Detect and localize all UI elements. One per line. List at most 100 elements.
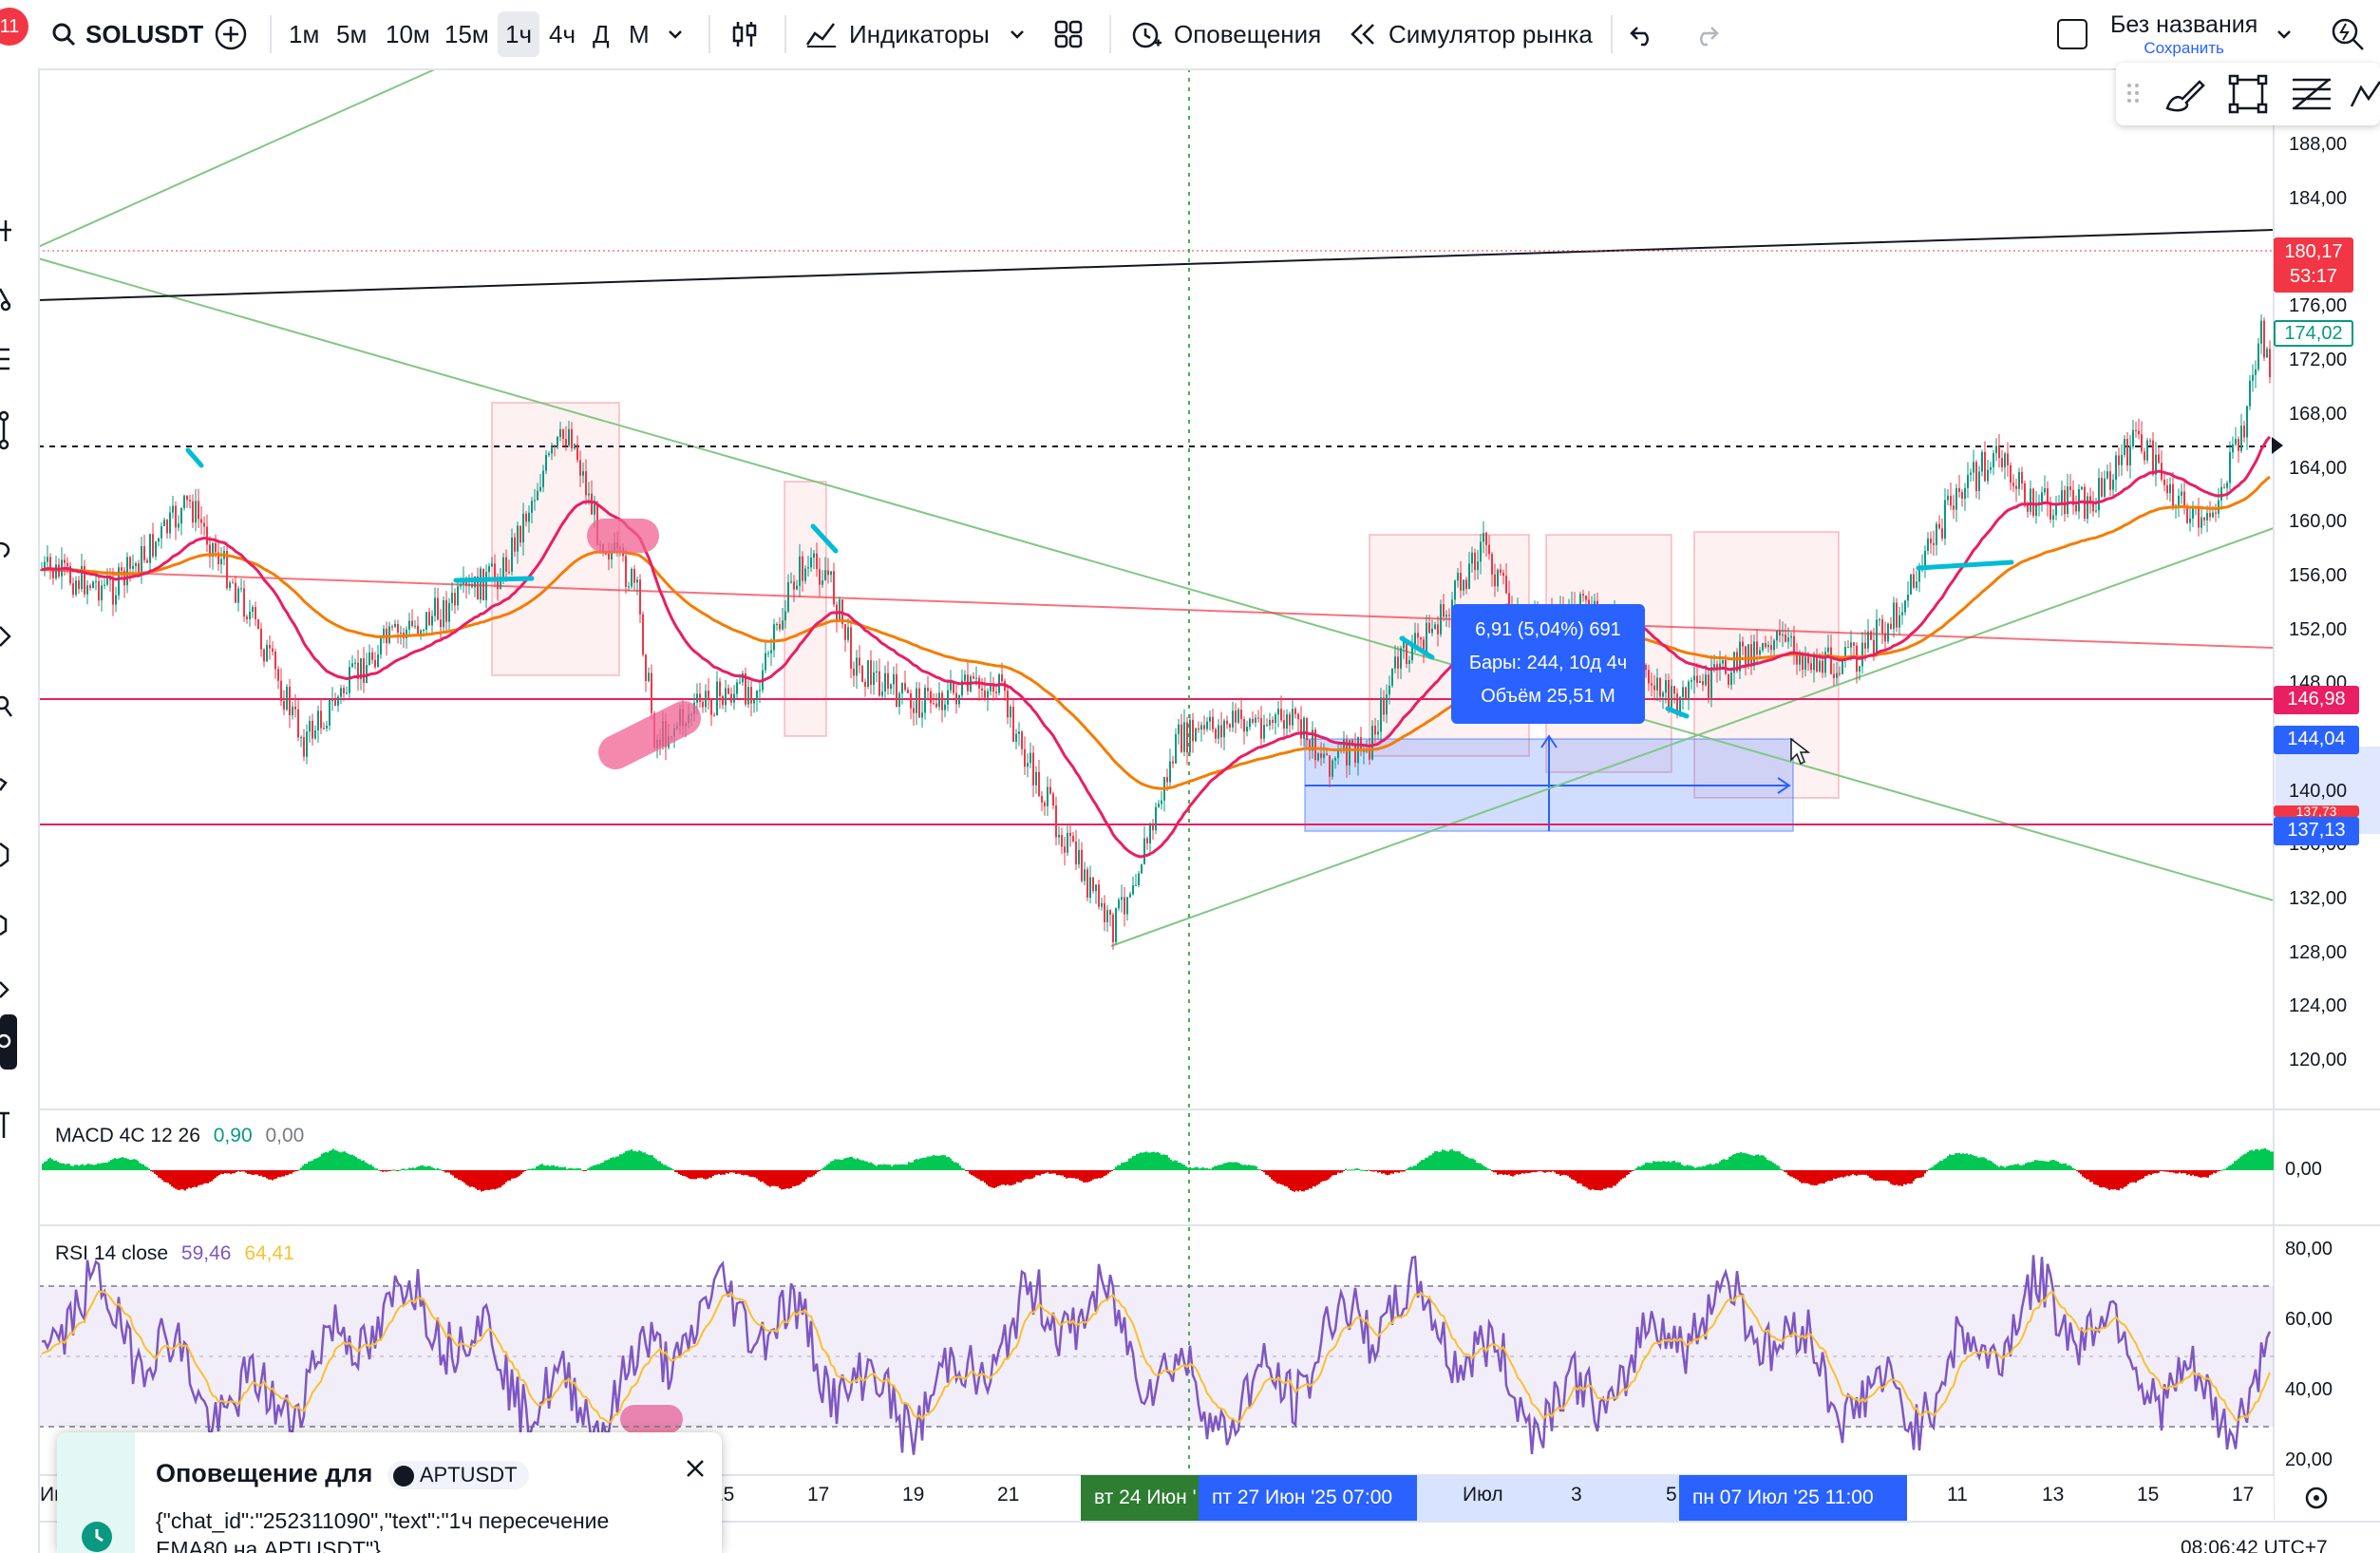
quick-search-button[interactable] <box>2331 0 2365 68</box>
macd-bar <box>1301 1170 1303 1192</box>
alert-notification[interactable]: Оповещение для APTUSDT {"chat_id":"25231… <box>57 1432 722 1553</box>
interval-1m[interactable]: 1м <box>289 0 319 68</box>
replay-button[interactable]: Симулятор рынка <box>1349 0 1593 68</box>
time-axis-settings-icon[interactable] <box>2302 1484 2331 1512</box>
drag-handle-icon[interactable] <box>2127 84 2139 103</box>
candle-body <box>1237 710 1239 723</box>
compare-button[interactable] <box>215 0 247 68</box>
magnet-tool-icon[interactable] <box>0 843 9 867</box>
mark-cyan-2[interactable] <box>453 576 535 583</box>
macd-legend[interactable]: MACD 4C 12 26 0,90 0,00 <box>55 1125 304 1147</box>
macd-bar <box>615 1156 617 1170</box>
layout-name-button[interactable]: Без названия Сохранить <box>2110 0 2257 68</box>
notification-symbol-chip[interactable]: APTUSDT <box>387 1460 529 1489</box>
rsi-legend[interactable]: RSI 14 close 59,46 64,41 <box>55 1242 294 1265</box>
macd-bar <box>1934 1165 1936 1170</box>
macd-bar <box>703 1170 705 1179</box>
fib-tool-icon[interactable] <box>2293 78 2331 110</box>
highlighter-pink-2[interactable] <box>598 701 701 769</box>
trendline-red-sloped[interactable] <box>37 569 2275 649</box>
macd-bar <box>1345 1168 1347 1170</box>
candle-body <box>947 690 949 705</box>
layout-dropdown[interactable] <box>2276 0 2293 68</box>
status-time[interactable]: 08:06:42 UTC+7 <box>2181 1537 2328 1553</box>
chart-type-button[interactable] <box>729 0 760 68</box>
candle-body <box>1112 914 1114 942</box>
interval-5m[interactable]: 5м <box>336 0 367 68</box>
indicators-button[interactable]: Индикаторы <box>805 0 990 68</box>
macd-bar <box>1721 1160 1723 1170</box>
macd-bar <box>621 1154 623 1170</box>
candle-body <box>1240 710 1242 720</box>
candle-body <box>163 520 165 527</box>
templates-button[interactable] <box>1054 0 1083 68</box>
trendline-green-down[interactable] <box>37 257 2275 901</box>
macd-bar <box>1577 1170 1578 1184</box>
brush-tool-icon[interactable] <box>0 541 10 559</box>
macd-bar <box>1193 1167 1195 1170</box>
interval-15m[interactable]: 15м <box>444 0 489 68</box>
indicators-dropdown[interactable] <box>1009 0 1026 68</box>
macd-bar <box>1007 1170 1009 1185</box>
brush-icon[interactable] <box>2165 80 2205 112</box>
candle-body <box>1084 869 1086 881</box>
macd-bar <box>1556 1170 1558 1174</box>
mark-cyan-1[interactable] <box>185 447 204 468</box>
macd-bar <box>1028 1170 1029 1180</box>
symbol-search[interactable]: SOLUSDT <box>51 0 203 68</box>
pattern-tool-icon[interactable] <box>2350 81 2380 107</box>
macd-bar <box>834 1159 836 1170</box>
layout-select-checkbox[interactable] <box>2057 0 2087 68</box>
trendline-green-up[interactable] <box>1110 527 2275 947</box>
macd-bar <box>1823 1170 1825 1184</box>
mark-cyan-3[interactable] <box>810 523 839 554</box>
mark-cyan-6[interactable] <box>1916 559 2014 571</box>
lock-tool-icon[interactable] <box>0 914 8 937</box>
mark-cyan-5[interactable] <box>1665 706 1690 719</box>
macd-bar <box>1918 1170 1920 1179</box>
interval-1h-active[interactable]: 1ч <box>498 11 540 57</box>
mark-cyan-4[interactable] <box>1399 635 1435 660</box>
candle-body <box>793 581 795 590</box>
macd-bar <box>1744 1152 1746 1170</box>
interval-dropdown[interactable] <box>667 0 684 68</box>
macd-bar <box>1939 1160 1941 1170</box>
trendline-green-top[interactable] <box>37 67 438 248</box>
interval-month[interactable]: М <box>629 0 650 68</box>
macd-bar <box>627 1150 629 1170</box>
fib-retracement-tool-icon[interactable] <box>0 348 9 370</box>
undo-button[interactable] <box>1628 0 1656 68</box>
candle-body <box>212 542 214 558</box>
rectangle-tool-icon[interactable] <box>2228 74 2268 114</box>
macd-bar <box>701 1170 703 1178</box>
eye-tool-icon[interactable] <box>0 981 9 998</box>
trendline-black[interactable] <box>37 229 2275 301</box>
macd-bar <box>441 1169 443 1171</box>
macd-bar <box>1816 1170 1818 1185</box>
alerts-button[interactable]: Оповещения <box>1130 0 1321 68</box>
macd-bar <box>1634 1169 1635 1171</box>
notification-close-button[interactable] <box>678 1451 712 1486</box>
zoom-tool-icon[interactable] <box>0 777 8 791</box>
interval-day[interactable]: Д <box>593 0 610 68</box>
macd-bar <box>1219 1165 1221 1170</box>
pattern-tool-icon[interactable] <box>0 410 9 450</box>
candle-body <box>1978 471 1980 491</box>
candle-body <box>1064 846 1066 853</box>
macd-bar <box>1609 1170 1611 1188</box>
interval-10m[interactable]: 10м <box>386 0 430 68</box>
text-tool-icon[interactable] <box>0 626 11 647</box>
crosshair-tool-icon[interactable] <box>0 220 11 241</box>
candle-body <box>104 584 105 586</box>
redo-button[interactable] <box>1692 0 1721 68</box>
trendline-tool-icon[interactable] <box>0 288 11 312</box>
macd-bar <box>2040 1160 2042 1170</box>
ruler-tool-icon[interactable] <box>0 695 12 717</box>
macd-bar <box>2105 1170 2106 1188</box>
macd-bar <box>1797 1170 1799 1181</box>
notification-badge[interactable]: 11 <box>0 0 32 68</box>
hide-tool-icon[interactable] <box>0 1033 11 1049</box>
zone-box-2[interactable] <box>784 481 827 737</box>
interval-4h[interactable]: 4ч <box>549 0 576 68</box>
